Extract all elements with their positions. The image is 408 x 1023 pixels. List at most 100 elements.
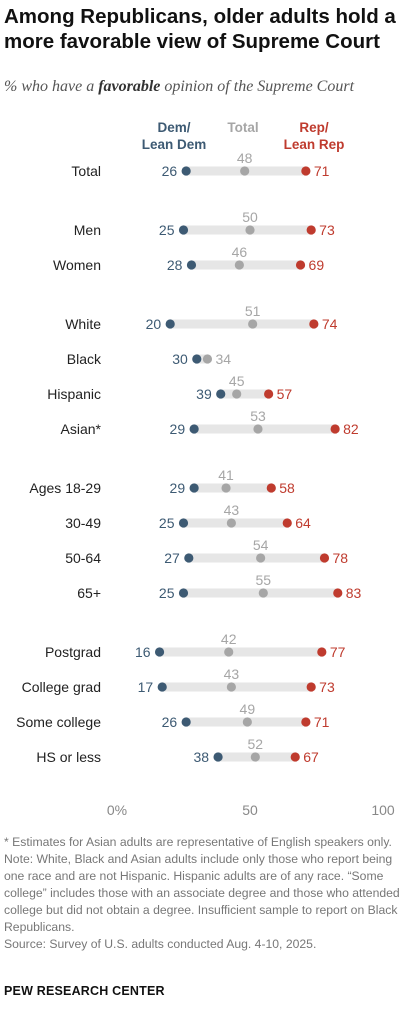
total-value-label: 50 <box>242 209 258 225</box>
total-value-label: 55 <box>256 572 272 588</box>
rep-dot <box>266 483 276 493</box>
total-dot <box>248 319 258 329</box>
total-dot <box>240 166 250 176</box>
total-value-label: 34 <box>215 351 231 367</box>
dem-dot <box>184 553 194 563</box>
total-value-label: 52 <box>248 736 264 752</box>
total-dot <box>221 483 231 493</box>
note-asian-footnote: * Estimates for Asian adults are represe… <box>4 835 392 849</box>
chart-title: Among Republicans, older adults hold a m… <box>4 5 396 53</box>
dem-value-label: 16 <box>135 644 151 660</box>
rep-value-label: 78 <box>332 550 348 566</box>
dem-dot <box>178 225 189 235</box>
total-value-label: 54 <box>253 537 269 553</box>
dem-value-label: 28 <box>167 257 183 273</box>
row-label: Postgrad <box>45 644 101 660</box>
x-tick-label: 100 <box>371 802 395 818</box>
dem-value-label: 17 <box>138 679 154 695</box>
total-value-label: 42 <box>221 631 237 647</box>
total-value-label: 46 <box>232 244 248 260</box>
total-value-label: 48 <box>237 150 253 166</box>
total-value-label: 51 <box>245 303 261 319</box>
total-dot <box>202 354 213 364</box>
x-tick-label: 0% <box>107 802 127 818</box>
total-value-label: 41 <box>218 467 234 483</box>
row-label: 30-49 <box>65 515 101 531</box>
rep-value-label: 73 <box>319 222 335 238</box>
header-dem-line-0: Dem/ <box>157 120 190 135</box>
rep-dot <box>306 225 316 235</box>
dem-value-label: 39 <box>196 386 212 402</box>
rep-value-label: 83 <box>346 585 362 601</box>
dem-value-label: 29 <box>170 421 186 437</box>
dem-value-label: 20 <box>146 316 162 332</box>
dem-dot <box>189 424 199 434</box>
chart-notes: * Estimates for Asian adults are represe… <box>4 834 404 953</box>
rep-value-label: 71 <box>314 714 330 730</box>
rep-dot <box>306 682 316 692</box>
row-label: Ages 18-29 <box>29 480 101 496</box>
dem-dot <box>178 518 189 528</box>
dem-dot <box>178 588 189 598</box>
rep-dot <box>309 319 319 329</box>
row-label: Men <box>74 222 101 238</box>
dem-dot <box>165 319 175 329</box>
dem-value-label: 29 <box>170 480 186 496</box>
total-value-label: 43 <box>224 666 240 682</box>
x-tick-label: 50 <box>242 802 258 818</box>
rep-dot <box>290 752 300 762</box>
total-dot <box>226 518 236 528</box>
dem-value-label: 38 <box>194 749 210 765</box>
rep-dot <box>319 553 330 563</box>
total-dot <box>250 752 260 762</box>
rep-dot <box>333 588 343 598</box>
row-label: Black <box>67 351 102 367</box>
total-dot <box>258 588 268 598</box>
dem-dot <box>181 717 191 727</box>
total-value-label: 45 <box>229 373 245 389</box>
dem-value-label: 25 <box>159 515 175 531</box>
dem-value-label: 26 <box>162 714 178 730</box>
header-rep-line-1: Lean Rep <box>284 137 345 152</box>
dem-dot <box>189 483 199 493</box>
header-total-line-0: Total <box>227 120 258 135</box>
row-label: Some college <box>16 714 101 730</box>
total-dot <box>242 717 252 727</box>
rep-value-label: 71 <box>314 163 330 179</box>
row-label: 50-64 <box>65 550 101 566</box>
row-label: White <box>65 316 101 332</box>
total-dot <box>256 553 266 563</box>
rep-value-label: 69 <box>309 257 325 273</box>
row-label: HS or less <box>36 749 101 765</box>
row-label: Hispanic <box>47 386 101 402</box>
header-dem-line-1: Lean Dem <box>142 137 207 152</box>
chart-subtitle: % who have a favorable opinion of the Su… <box>4 78 354 96</box>
total-dot <box>245 225 255 235</box>
rep-dot <box>317 647 327 657</box>
rep-dot <box>301 717 311 727</box>
note-methodology: Note: White, Black and Asian adults incl… <box>4 852 400 934</box>
rep-value-label: 82 <box>343 421 359 437</box>
rep-value-label: 58 <box>279 480 295 496</box>
pew-logo-text: PEW RESEARCH CENTER <box>4 984 165 998</box>
dem-value-label: 30 <box>172 351 188 367</box>
total-dot <box>226 682 236 692</box>
dem-dot <box>213 752 223 762</box>
subtitle-prefix: % who have a <box>4 78 99 95</box>
dem-value-label: 27 <box>164 550 180 566</box>
subtitle-emphasis: favorable <box>98 78 161 95</box>
dem-dot <box>154 647 165 657</box>
rep-value-label: 57 <box>277 386 293 402</box>
rep-dot <box>295 260 306 270</box>
dem-value-label: 25 <box>159 585 175 601</box>
row-label: 65+ <box>77 585 101 601</box>
total-value-label: 49 <box>240 701 256 717</box>
rep-dot <box>301 166 311 176</box>
header-rep-line-0: Rep/ <box>299 120 329 135</box>
rep-value-label: 73 <box>319 679 335 695</box>
dem-dot <box>192 354 202 364</box>
total-dot <box>232 389 242 399</box>
row-label: College grad <box>22 679 101 695</box>
dem-dot <box>186 260 197 270</box>
dem-value-label: 26 <box>162 163 178 179</box>
